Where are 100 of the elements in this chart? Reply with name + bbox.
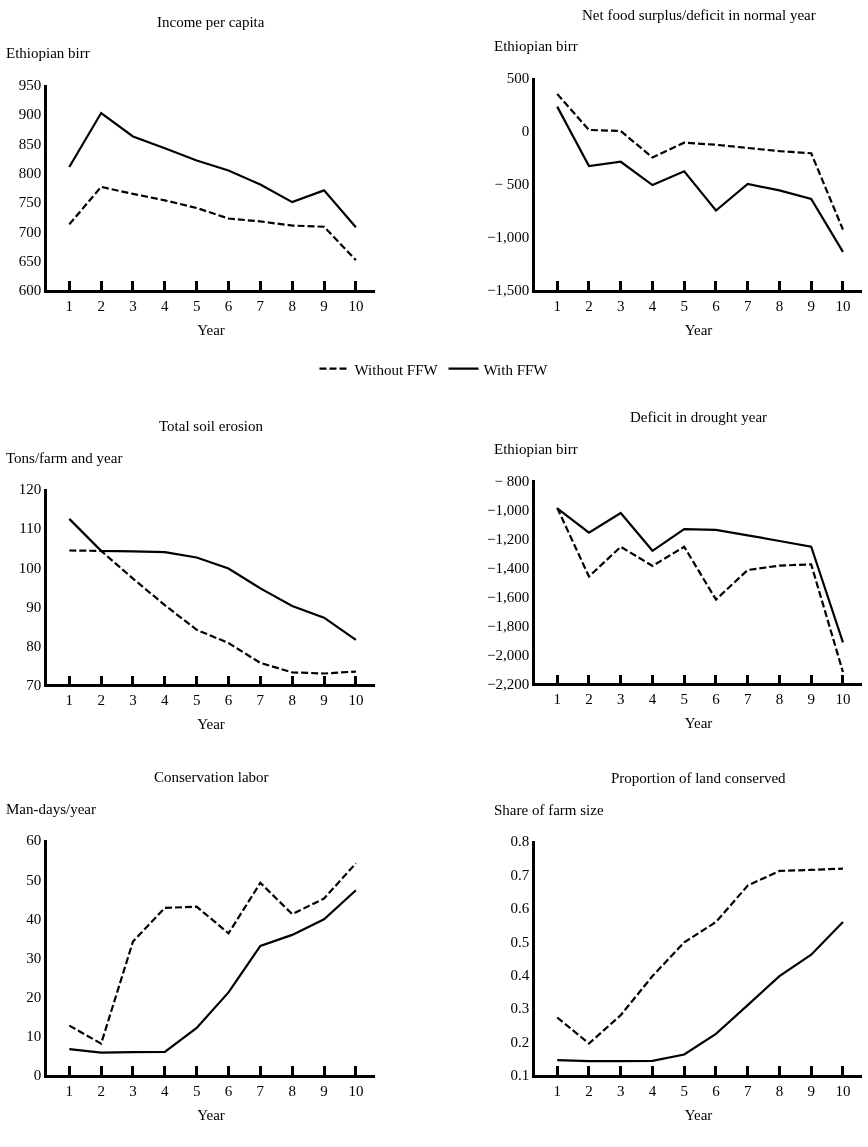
x-tick-label: 1 (553, 297, 561, 314)
x-tick-label: 2 (97, 297, 105, 314)
x-tick-label: 10 (835, 1082, 851, 1099)
x-tick-label: 5 (680, 691, 688, 708)
y-tick-label: 110 (19, 520, 42, 537)
x-tick-label: 9 (320, 1082, 328, 1099)
x-tick-label: 8 (775, 691, 784, 708)
y-tick-label: 40 (26, 910, 42, 927)
chart-title: Net food surplus/deficit in normal year (582, 7, 816, 23)
y-tick-label: −2,200 (487, 675, 530, 692)
x-tick-label: 4 (161, 1082, 170, 1099)
y-tick-label: 90 (26, 598, 42, 615)
x-tick-label: 3 (616, 1082, 625, 1099)
x-tick-label: 9 (807, 691, 815, 708)
x-tick-label: 3 (616, 691, 625, 708)
y-tick-label: 950 (18, 77, 42, 94)
line-series (68, 111, 357, 229)
x-tick-label: 5 (680, 297, 688, 314)
x-axis-title: Year (197, 1106, 225, 1123)
y-tick-label: 850 (18, 135, 42, 152)
y-tick-label: 60 (26, 832, 42, 849)
x-tick-label: 10 (348, 1082, 364, 1099)
y-tick-label: −1,200 (487, 530, 530, 547)
x-tick-label: 6 (224, 1082, 233, 1099)
y-tick-label: 120 (18, 481, 42, 498)
x-tick-label: 8 (288, 692, 296, 709)
y-tick-label: 0 (521, 123, 530, 140)
chart-title: Deficit in drought year (630, 409, 768, 425)
x-tick-label: 1 (65, 1082, 74, 1099)
x-tick-label: 7 (256, 297, 265, 314)
x-tick-label: 3 (129, 692, 137, 709)
x-tick-label: 5 (192, 297, 201, 314)
legend-label: With FFW (483, 361, 549, 378)
x-tick-label: 3 (129, 1082, 137, 1099)
x-tick-label: 4 (161, 297, 170, 314)
x-tick-label: 2 (585, 1082, 593, 1099)
x-axis-title: Year (684, 715, 713, 732)
x-tick-label: 5 (192, 1082, 201, 1099)
x-tick-label: 1 (65, 692, 74, 709)
y-tick-label: 600 (18, 282, 42, 299)
x-tick-label: 4 (161, 692, 170, 709)
y-axis-title: Ethiopian birr (6, 45, 90, 61)
y-tick-label: 0.8 (510, 833, 530, 850)
x-tick-label: 2 (97, 692, 105, 709)
x-tick-label: 7 (743, 1082, 752, 1099)
x-tick-label: 8 (288, 297, 296, 314)
y-tick-label: −1,600 (487, 588, 530, 605)
y-tick-label: −1,500 (487, 282, 530, 299)
x-tick-label: 7 (743, 297, 752, 314)
x-tick-label: 8 (775, 297, 784, 314)
y-tick-label: 50 (26, 871, 42, 888)
y-tick-label: 70 (26, 676, 42, 693)
x-tick-label: 7 (743, 691, 752, 708)
x-tick-label: 6 (712, 691, 721, 708)
y-tick-label: 20 (26, 988, 42, 1005)
y-tick-label: 500 (506, 70, 530, 87)
y-tick-label: −1,800 (487, 617, 530, 634)
y-axis-title: Share of farm size (494, 802, 604, 818)
y-tick-label: −1,400 (487, 559, 530, 576)
y-tick-label: 900 (18, 106, 42, 123)
x-tick-label: 2 (97, 1082, 105, 1099)
chart-title: Total soil erosion (159, 418, 264, 434)
x-axis-title: Year (197, 716, 225, 733)
x-tick-label: 6 (712, 297, 721, 314)
y-tick-label: 80 (26, 637, 42, 654)
y-axis-title: Ethiopian birr (494, 441, 578, 457)
y-tick-label: 0.2 (510, 1033, 530, 1050)
x-tick-label: 2 (585, 297, 593, 314)
x-tick-label: 8 (288, 1082, 296, 1099)
y-tick-label: 0.3 (510, 1000, 530, 1017)
x-tick-label: 10 (835, 691, 851, 708)
x-tick-label: 6 (712, 1082, 721, 1099)
y-tick-label: 10 (26, 1028, 42, 1045)
chart-title: Proportion of land conserved (611, 770, 787, 786)
x-tick-label: 8 (775, 1082, 784, 1099)
x-tick-label: 1 (553, 1082, 561, 1099)
y-tick-label: 30 (26, 949, 42, 966)
line-series (556, 105, 845, 253)
x-tick-label: 9 (320, 297, 328, 314)
y-tick-label: 0.7 (510, 866, 530, 883)
x-tick-label: 3 (129, 297, 137, 314)
y-tick-label: −1,000 (487, 501, 530, 518)
y-tick-label: −2,000 (487, 646, 530, 663)
y-tick-label: − 500 (494, 176, 530, 193)
x-tick-label: 2 (585, 691, 593, 708)
line-series (556, 920, 845, 1063)
y-tick-label: 100 (18, 559, 42, 576)
x-axis-title: Year (684, 1106, 713, 1123)
x-axis-title: Year (197, 321, 225, 338)
line-series (68, 185, 357, 262)
x-tick-label: 1 (65, 297, 74, 314)
x-tick-label: 9 (807, 1082, 815, 1099)
y-tick-label: 0.5 (510, 933, 530, 950)
x-tick-label: 4 (648, 1082, 657, 1099)
y-tick-label: 0.4 (510, 967, 530, 983)
x-tick-label: 7 (256, 692, 265, 709)
x-tick-label: 10 (835, 297, 851, 314)
x-tick-label: 9 (807, 297, 815, 314)
y-tick-label: 650 (18, 252, 42, 269)
x-tick-label: 3 (616, 297, 625, 314)
